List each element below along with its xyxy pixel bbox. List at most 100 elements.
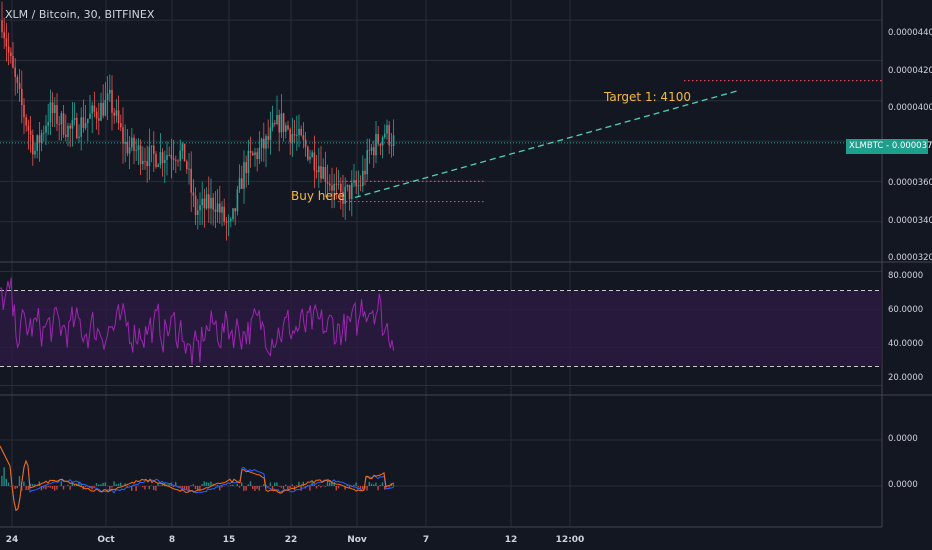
- osc-histogram-bar: [311, 482, 313, 486]
- candle-body: [135, 149, 137, 151]
- osc-histogram-bar: [260, 486, 263, 487]
- candle-body: [98, 118, 100, 121]
- rsi-line: [0, 277, 395, 365]
- candle-body: [256, 152, 258, 159]
- candle-body: [73, 117, 76, 121]
- candle-body: [267, 136, 269, 140]
- osc-histogram-bar: [186, 486, 188, 491]
- rsi-tick: 80.0000: [888, 271, 924, 281]
- osc-histogram-bar: [80, 484, 82, 486]
- candle-body: [56, 105, 58, 124]
- candle-body: [104, 99, 107, 116]
- candle-body: [320, 166, 322, 179]
- osc-tick: 0.0000: [888, 434, 918, 444]
- candle-body: [313, 152, 316, 171]
- osc-histogram-bar: [267, 486, 269, 487]
- candle-body: [388, 125, 390, 146]
- osc-histogram-bar: [148, 486, 150, 490]
- candle-body: [159, 152, 162, 165]
- candle-body: [144, 160, 146, 162]
- osc-histogram-bar: [164, 482, 166, 486]
- candle-body: [210, 197, 212, 209]
- candle-body: [117, 110, 120, 124]
- osc-histogram-bar: [252, 486, 254, 489]
- osc-histogram-bar: [144, 486, 146, 490]
- osc-tick: 0.0000: [888, 480, 918, 490]
- candle-body: [232, 208, 234, 220]
- candle-body: [122, 127, 124, 144]
- osc-histogram-bar: [69, 486, 71, 490]
- osc-histogram-bar: [126, 486, 128, 488]
- osc-histogram-bar: [384, 486, 386, 490]
- candle-body: [337, 183, 340, 185]
- osc-histogram-bar: [84, 486, 87, 488]
- osc-histogram-bar: [67, 484, 69, 486]
- osc-histogram-bar: [14, 486, 16, 489]
- osc-histogram-bar: [109, 486, 111, 491]
- candle-body: [5, 38, 8, 47]
- candle-body: [58, 123, 60, 125]
- candle-body: [364, 170, 366, 175]
- candle-body: [238, 178, 241, 190]
- osc-histogram-bar: [95, 483, 98, 486]
- candle-body: [84, 123, 87, 128]
- candle-body: [16, 76, 19, 83]
- candle-body: [280, 113, 283, 133]
- osc-histogram-bar: [329, 482, 331, 486]
- candle-body: [51, 102, 54, 114]
- candle-body: [252, 152, 254, 156]
- osc-histogram-bar: [120, 482, 122, 486]
- osc-histogram-bar: [56, 486, 58, 490]
- candle-body: [309, 156, 311, 160]
- osc-histogram-bar: [60, 481, 62, 486]
- osc-histogram-bar: [291, 484, 293, 486]
- osc-histogram-bar: [256, 486, 258, 489]
- candle-body: [183, 143, 186, 162]
- candle-body: [254, 152, 256, 156]
- candle-body: [219, 203, 221, 213]
- candle-body: [93, 105, 96, 112]
- candle-body: [197, 210, 199, 215]
- osc-histogram-bar: [276, 482, 278, 486]
- price-tick: 0.00003200: [888, 253, 932, 263]
- candle-body: [212, 197, 214, 210]
- osc-histogram-bar: [62, 486, 65, 490]
- candle-body: [346, 185, 349, 187]
- osc-histogram-bar: [73, 484, 76, 486]
- osc-histogram-bar: [16, 486, 18, 489]
- candle-body: [245, 162, 247, 174]
- osc-histogram-bar: [71, 481, 73, 486]
- osc-histogram-bar: [249, 481, 252, 486]
- candle-body: [65, 134, 67, 137]
- osc-histogram-bar: [375, 482, 377, 486]
- time-tick: 12: [504, 535, 518, 545]
- candle-body: [307, 146, 309, 160]
- candle-body: [344, 186, 346, 204]
- candle-body: [359, 185, 362, 187]
- candle-body: [390, 145, 393, 147]
- candle-body: [348, 185, 351, 200]
- osc-histogram-bar: [188, 486, 190, 491]
- candle-body: [302, 135, 305, 140]
- time-tick: 7: [422, 535, 430, 545]
- osc-histogram-bar: [271, 486, 274, 491]
- candle-body: [357, 185, 360, 187]
- time-tick: Nov: [347, 535, 367, 545]
- candle-body: [324, 166, 327, 182]
- candle-body: [271, 122, 274, 128]
- osc-histogram-bar: [302, 481, 304, 486]
- buy-annotation: Buy here: [291, 189, 345, 203]
- candle-body: [234, 208, 236, 212]
- osc-histogram-bar: [298, 481, 300, 486]
- osc-histogram-bar: [318, 484, 320, 486]
- osc-histogram-bar: [254, 486, 256, 491]
- osc-histogram-bar: [175, 481, 177, 486]
- candle-body: [300, 128, 302, 136]
- candle-body: [315, 170, 318, 173]
- time-tick: 12:00: [555, 535, 585, 545]
- osc-histogram-bar: [51, 486, 54, 489]
- candle-body: [89, 113, 91, 119]
- osc-histogram-bar: [241, 482, 243, 486]
